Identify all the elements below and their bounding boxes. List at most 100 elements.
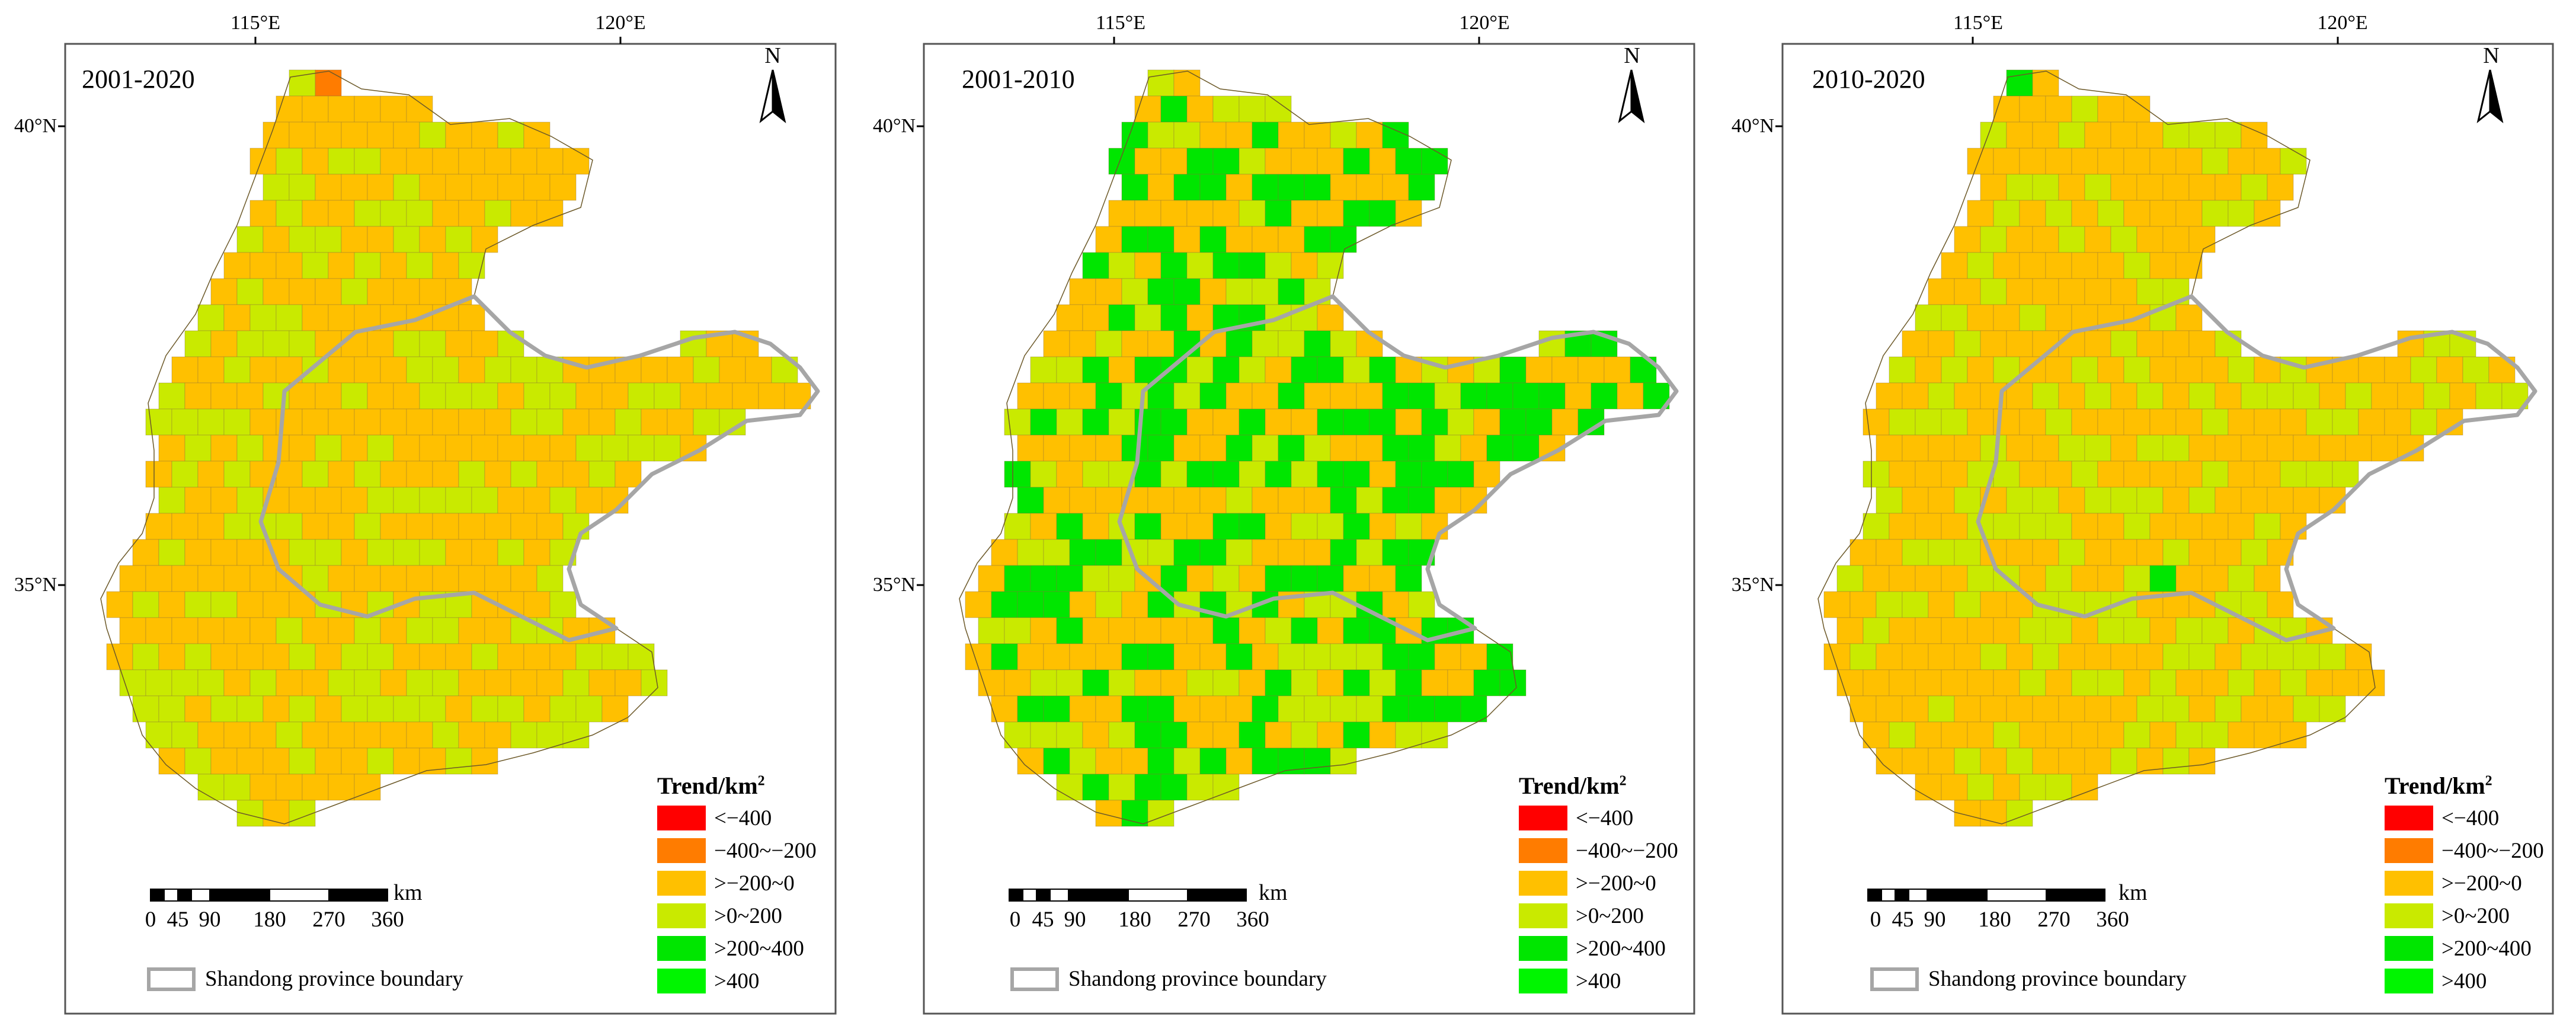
county-region — [2097, 513, 2124, 540]
county-region — [2215, 434, 2242, 462]
county-region — [1408, 695, 1435, 723]
county-region — [2006, 747, 2033, 775]
legend-swatch — [2385, 936, 2433, 961]
county-region — [562, 461, 590, 488]
county-region — [1317, 565, 1344, 592]
county-region — [1212, 513, 1240, 540]
county-region — [1876, 591, 1903, 618]
county-region — [1993, 721, 2020, 749]
county-region — [1134, 669, 1161, 696]
county-region — [2045, 304, 2072, 331]
county-region — [1408, 643, 1435, 670]
county-region — [2123, 200, 2151, 227]
shandong-boundary — [1976, 294, 2537, 643]
county-region — [484, 669, 511, 696]
county-region — [1225, 122, 1253, 149]
county-region — [184, 643, 212, 670]
county-region — [2267, 695, 2294, 723]
county-region — [171, 356, 199, 384]
county-region — [184, 330, 212, 357]
legend-item: >400 — [2385, 968, 2487, 994]
county-region — [2449, 382, 2476, 410]
latitude-tick-label: 35°N — [1731, 574, 1774, 596]
county-region — [1278, 226, 1305, 253]
county-region — [536, 148, 564, 175]
county-region — [1499, 356, 1527, 384]
county-region — [1434, 695, 1461, 723]
county-region — [1043, 487, 1070, 514]
county-region — [1604, 356, 1631, 384]
county-region — [1382, 591, 1409, 618]
county-region — [2280, 669, 2307, 696]
county-region — [1421, 148, 1448, 175]
longitude-tick-label: 115°E — [1953, 12, 2004, 34]
county-region — [1889, 356, 1916, 384]
county-region — [1980, 695, 2007, 723]
county-region — [458, 565, 485, 592]
county-region — [2162, 747, 2190, 775]
county-region — [1082, 774, 1109, 801]
county-region — [2097, 356, 2124, 384]
county-region — [1486, 382, 1513, 410]
county-region — [2032, 747, 2059, 775]
county-region — [223, 669, 251, 696]
county-region — [2188, 747, 2216, 775]
county-region — [2097, 617, 2124, 644]
county-region — [1199, 382, 1227, 410]
county-region — [2371, 382, 2398, 410]
county-region — [1043, 434, 1070, 462]
county-region — [367, 278, 394, 305]
county-region — [1212, 721, 1240, 749]
county-region — [315, 174, 342, 201]
county-region — [1382, 434, 1409, 462]
county-region — [354, 669, 381, 696]
county-region — [1993, 304, 2020, 331]
county-region — [1967, 148, 1994, 175]
county-region — [1108, 617, 1135, 644]
legend-title: Trend/km2 — [657, 772, 765, 799]
county-region — [1173, 382, 1201, 410]
county-region — [1265, 461, 1292, 488]
county-region — [2097, 148, 2124, 175]
county-region — [171, 408, 199, 436]
county-region — [1212, 200, 1240, 227]
county-region — [2071, 95, 2098, 123]
county-region — [249, 565, 277, 592]
county-region — [562, 148, 590, 175]
county-region — [1239, 669, 1266, 696]
county-region — [2136, 122, 2164, 149]
county-region — [2162, 174, 2190, 201]
county-region — [315, 539, 342, 566]
county-region — [1902, 487, 1929, 514]
county-region — [2188, 330, 2216, 357]
county-region — [1486, 434, 1513, 462]
county-region — [302, 669, 329, 696]
county-region — [1317, 408, 1344, 436]
legend-item: <−400 — [1519, 805, 1633, 831]
county-region — [1265, 148, 1292, 175]
county-region — [2019, 95, 2046, 123]
county-region — [2201, 356, 2229, 384]
legend-item: >200~400 — [1519, 935, 1666, 961]
county-region — [367, 122, 394, 149]
county-region — [1173, 487, 1201, 514]
county-region — [341, 643, 368, 670]
county-region — [2215, 174, 2242, 201]
county-region — [445, 122, 472, 149]
county-region — [2006, 330, 2033, 357]
county-region — [536, 461, 564, 488]
county-region — [575, 695, 603, 723]
county-region — [1369, 565, 1396, 592]
county-region — [2019, 252, 2046, 279]
county-region — [1239, 617, 1266, 644]
county-region — [2175, 513, 2203, 540]
county-region — [380, 408, 407, 436]
county-region — [706, 382, 733, 410]
county-region — [1993, 461, 2020, 488]
county-region — [2084, 382, 2111, 410]
county-region — [1265, 669, 1292, 696]
county-region — [328, 565, 355, 592]
county-region — [1030, 617, 1057, 644]
county-region — [2071, 356, 2098, 384]
county-region — [354, 721, 381, 749]
